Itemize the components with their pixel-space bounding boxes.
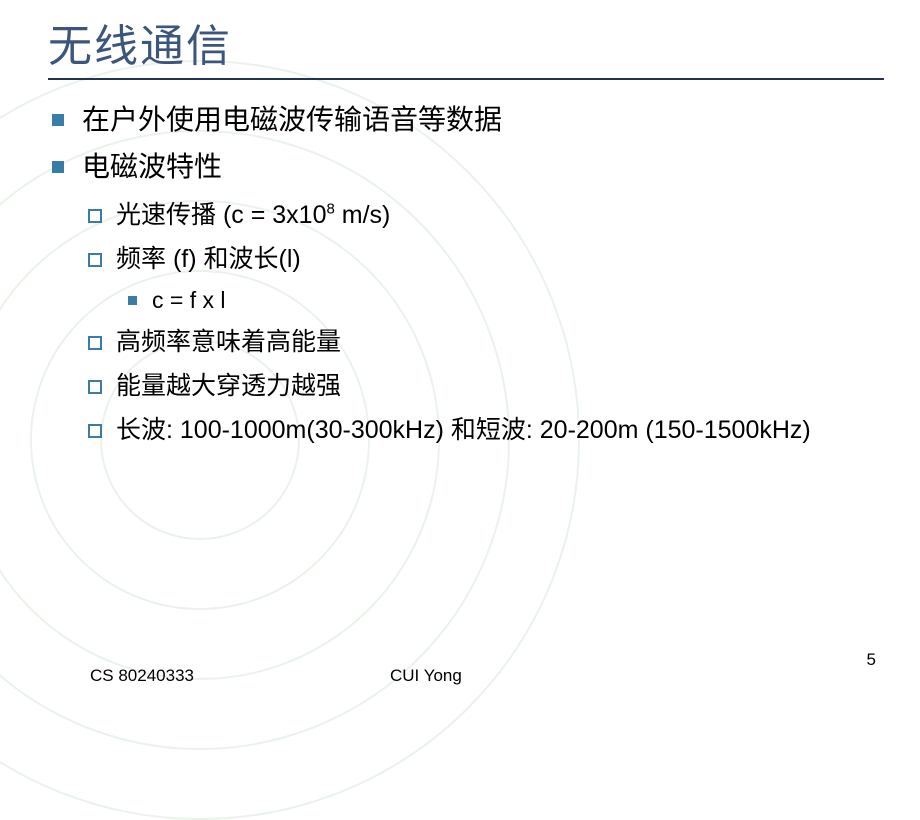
- subsub-text: c = f x l: [152, 287, 226, 313]
- sub-item: 长波: 100-1000m(30-300kHz) 和短波: 20-200m (1…: [82, 410, 884, 450]
- page-number: 5: [867, 650, 876, 670]
- title-container: 无线通信: [48, 10, 884, 80]
- sub-text: 频率 (f) 和波长(l): [116, 245, 301, 273]
- bullet-item: 电磁波特性 光速传播 (c = 3x108 m/s) 频率 (f) 和波长(l)…: [48, 145, 884, 450]
- sub-text: 能量越大穿透力越强: [116, 372, 341, 400]
- sub-text: 长波: 100-1000m(30-300kHz) 和短波: 20-200m (1…: [116, 416, 811, 444]
- sub-item: 能量越大穿透力越强: [82, 366, 884, 406]
- sub-text: 高频率意味着高能量: [116, 328, 341, 356]
- footer-center: CUI Yong: [390, 666, 462, 686]
- slide-title: 无线通信: [48, 10, 884, 74]
- footer-left: CS 80240333: [90, 666, 194, 686]
- bullet-text: 在户外使用电磁波传输语音等数据: [82, 104, 502, 135]
- sub-item: 光速传播 (c = 3x108 m/s): [82, 195, 884, 235]
- bullet-list: 在户外使用电磁波传输语音等数据 电磁波特性 光速传播 (c = 3x108 m/…: [48, 98, 884, 450]
- bullet-text: 电磁波特性: [82, 151, 222, 182]
- subsub-list: c = f x l: [116, 283, 884, 319]
- sub-item: 高频率意味着高能量: [82, 322, 884, 362]
- bullet-item: 在户外使用电磁波传输语音等数据: [48, 98, 884, 141]
- subsub-item: c = f x l: [116, 283, 884, 319]
- sub-list: 光速传播 (c = 3x108 m/s) 频率 (f) 和波长(l) c = f…: [82, 195, 884, 451]
- sub-text: 光速传播 (c = 3x108 m/s): [116, 201, 390, 229]
- slide-content: 无线通信 在户外使用电磁波传输语音等数据 电磁波特性 光速传播 (c = 3x1…: [0, 0, 920, 450]
- sub-item: 频率 (f) 和波长(l) c = f x l: [82, 239, 884, 319]
